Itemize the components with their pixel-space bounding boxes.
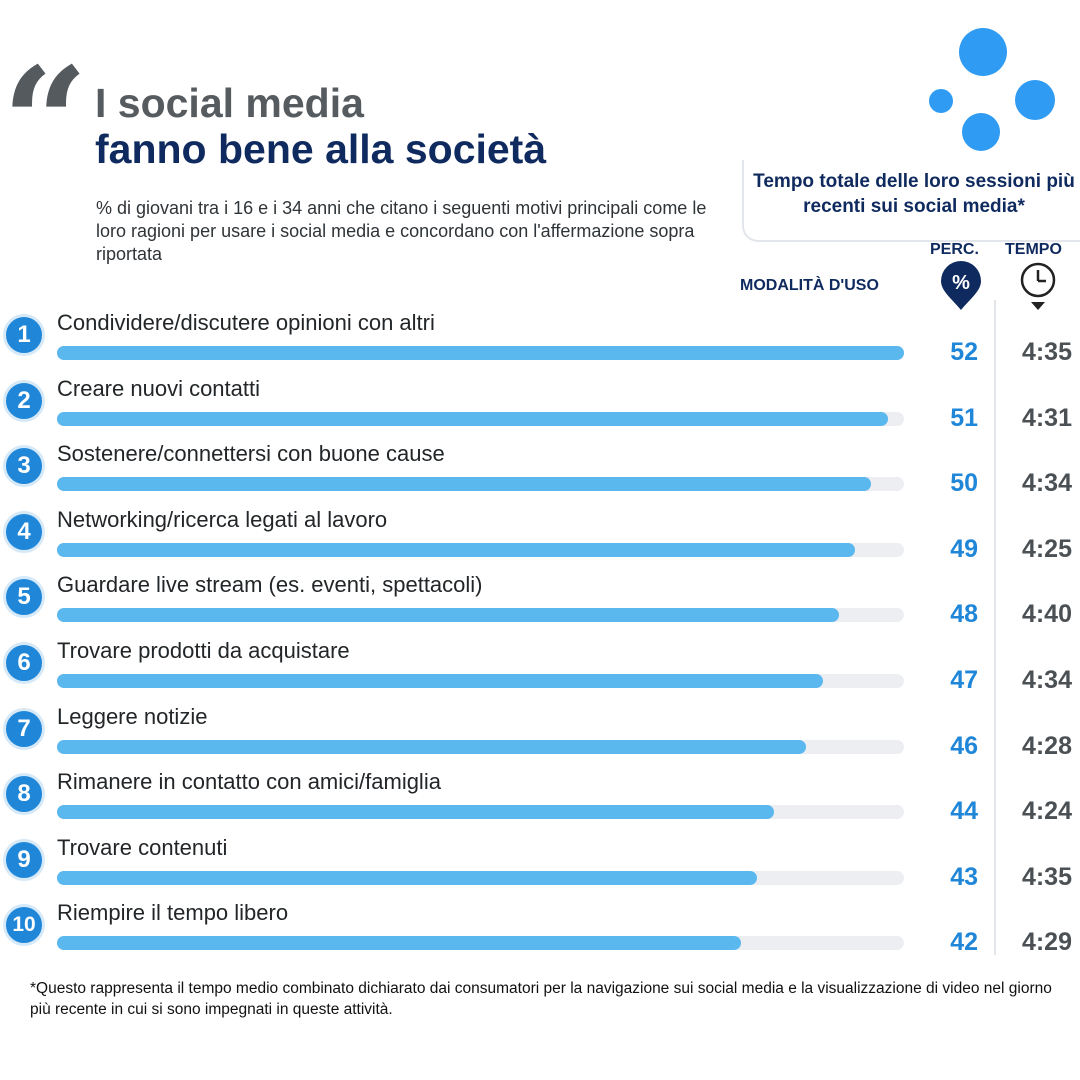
dot-right <box>1015 80 1055 120</box>
quote-icon: “ <box>2 35 89 211</box>
decorative-dots-icon <box>929 28 1055 151</box>
category-label: Creare nuovi contatti <box>57 375 260 401</box>
bar <box>57 739 807 754</box>
percentage-value: 44 <box>950 797 978 826</box>
bar-track <box>57 805 904 820</box>
percentage-value: 46 <box>950 731 978 760</box>
time-value: 4:34 <box>1021 469 1072 498</box>
rank-badge: 2 <box>3 379 45 422</box>
rank-badge: 8 <box>3 773 45 816</box>
percentage-value: 51 <box>950 403 978 432</box>
column-header-time: TEMPO <box>1005 241 1062 258</box>
bar-track <box>57 608 904 623</box>
percentage-value: 49 <box>950 534 978 563</box>
category-label: Riempire il tempo libero <box>57 900 289 926</box>
rank-badge: 4 <box>3 510 45 553</box>
bar-track <box>57 936 904 951</box>
clock-icon <box>1020 262 1056 310</box>
bar-track <box>57 346 904 360</box>
session-box-title: Tempo totale delle loro sessioni più rec… <box>753 171 1075 217</box>
chart-row: 8 Rimanere in contatto con amici/famiglia… <box>0 769 1080 835</box>
category-label: Guardare live stream (es. eventi, spetta… <box>57 572 483 598</box>
bar-track <box>57 477 904 492</box>
time-value: 4:34 <box>1021 666 1072 694</box>
chart-row: 3 Sostenere/connettersi con buone cause 50… <box>0 441 1080 507</box>
category-label: Rimanere in contatto con amici/famiglia <box>57 769 441 795</box>
column-header-mode: MODALITÀ D'USO <box>740 277 879 294</box>
rank-badge: 9 <box>3 838 45 881</box>
time-value: 4:35 <box>1021 862 1072 891</box>
category-label: Trovare prodotti da acquistare <box>57 638 350 663</box>
category-label: Networking/ricerca legati al lavoro <box>57 506 388 532</box>
subtitle: % di giovani tra i 16 e i 34 anni che ci… <box>96 198 707 264</box>
rank-badge: 3 <box>3 445 45 488</box>
bar <box>57 542 856 557</box>
chart-row: 10 Riempire il tempo libero 42 4:29 <box>0 900 1080 966</box>
percentage-value: 42 <box>950 928 978 957</box>
bar <box>57 346 904 360</box>
bar <box>57 477 872 492</box>
time-value: 4:24 <box>1021 797 1072 826</box>
bar-track <box>57 674 904 688</box>
chart-row: 1 Condividere/discutere opinioni con altr… <box>0 310 1080 376</box>
time-value: 4:40 <box>1021 600 1072 629</box>
bar-track <box>57 411 904 426</box>
percentage-value: 43 <box>950 862 978 891</box>
bar <box>57 805 774 820</box>
bar-track <box>57 870 904 885</box>
bar <box>57 870 758 885</box>
time-value: 4:25 <box>1021 534 1072 563</box>
chart-row: 2 Creare nuovi contatti 51 4:31 <box>0 376 1080 442</box>
category-label: Condividere/discutere opinioni con altri <box>57 310 435 335</box>
bar <box>57 936 742 951</box>
dot-top <box>959 28 1007 76</box>
bar-track <box>57 739 904 754</box>
session-box <box>742 160 1080 242</box>
rank-badge: 1 <box>3 314 45 356</box>
title-line-1: I social media <box>95 80 364 126</box>
percentage-value: 48 <box>950 600 978 629</box>
column-divider <box>994 300 996 955</box>
rank-badge: 10 <box>3 904 45 947</box>
dot-bottom <box>962 113 1000 151</box>
bar <box>57 608 839 623</box>
time-value: 4:31 <box>1021 403 1072 432</box>
percentage-value: 50 <box>950 469 978 498</box>
title-line-2: fanno bene alla società <box>95 126 547 172</box>
chart-row: 5 Guardare live stream (es. eventi, spett… <box>0 572 1080 638</box>
chart-row: 9 Trovare contenuti 43 4:35 <box>0 835 1080 901</box>
bar <box>57 674 823 688</box>
chart-row: 7 Leggere notizie 46 4:28 <box>0 704 1080 770</box>
rank-badge: 5 <box>3 576 45 619</box>
time-value: 4:29 <box>1021 928 1072 957</box>
bar-track <box>57 542 904 557</box>
category-label: Sostenere/connettersi con buone cause <box>57 441 445 467</box>
category-label: Leggere notizie <box>57 703 208 729</box>
footnote: *Questo rappresenta il tempo medio combi… <box>30 980 1052 1018</box>
time-value: 4:35 <box>1021 338 1072 366</box>
percent-pin-icon: % <box>941 261 981 310</box>
dot-left <box>929 89 953 113</box>
chart-row: 6 Trovare prodotti da acquistare 47 4:34 <box>0 638 1080 704</box>
rank-badge: 6 <box>3 642 45 684</box>
rank-badge: 7 <box>3 707 45 750</box>
chart-row: 4 Networking/ricerca legati al lavoro 49 4:… <box>0 507 1080 573</box>
percent-symbol: % <box>952 272 970 294</box>
time-value: 4:28 <box>1021 731 1072 760</box>
percentage-value: 47 <box>950 666 978 694</box>
bar <box>57 411 888 426</box>
percentage-value: 52 <box>950 338 978 366</box>
column-header-perc: PERC. <box>930 241 979 258</box>
category-label: Trovare contenuti <box>57 834 228 860</box>
